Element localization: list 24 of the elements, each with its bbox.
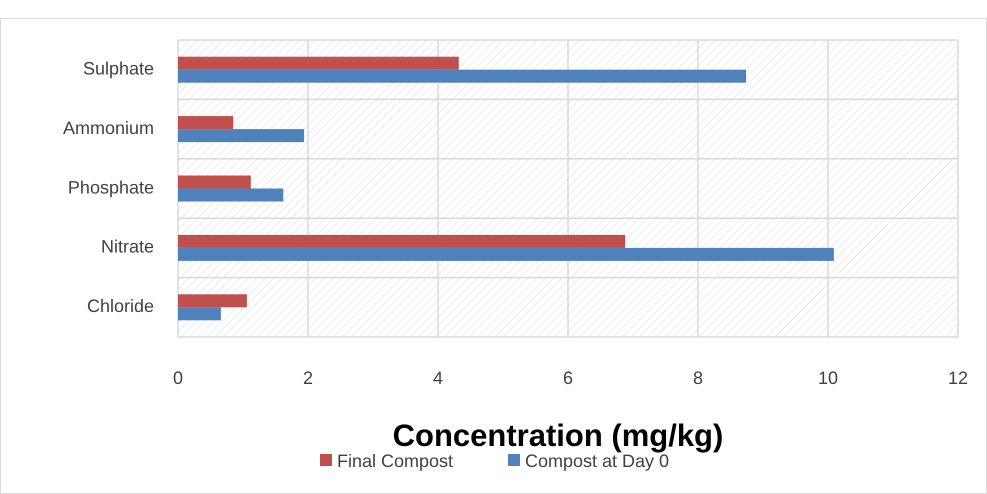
y-tick-label: Ammonium	[62, 118, 154, 138]
y-tick-label: Chloride	[86, 296, 154, 316]
bar	[178, 294, 247, 308]
y-tick-label: Sulphate	[82, 58, 154, 78]
bar	[178, 307, 221, 320]
bar	[178, 70, 746, 83]
x-tick-label: 4	[432, 368, 444, 388]
bar	[178, 56, 459, 70]
bar	[178, 248, 834, 261]
legend-label: Final Compost	[337, 450, 454, 471]
x-axis-title: Concentration (mg/kg)	[392, 418, 724, 453]
x-tick-label: 0	[172, 368, 184, 388]
bar	[178, 188, 284, 202]
x-tick-label: 8	[692, 368, 704, 388]
x-tick-label: 10	[818, 368, 838, 388]
x-tick-label: 6	[562, 368, 574, 388]
bar	[178, 116, 234, 130]
y-tick-label: Nitrate	[100, 236, 154, 257]
bar	[178, 129, 304, 142]
bar	[178, 176, 251, 188]
x-tick-label: 12	[948, 368, 968, 388]
y-tick-label: Phosphate	[68, 177, 154, 198]
x-tick-label: 2	[302, 368, 314, 388]
bar	[178, 234, 626, 248]
